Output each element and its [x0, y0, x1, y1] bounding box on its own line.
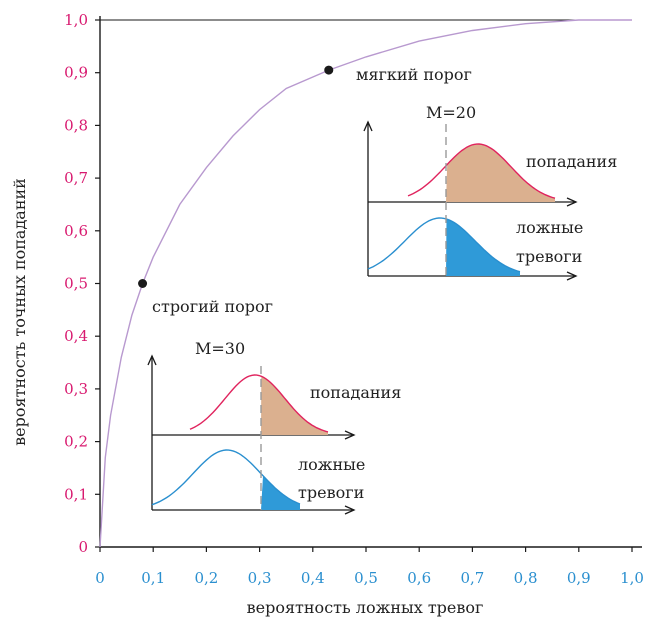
y-tick-label: 0,9 — [64, 64, 88, 82]
x-tick-label: 0,4 — [301, 569, 325, 587]
y-tick-label: 0,3 — [64, 380, 88, 398]
axes: 0 0,1 0,2 0,3 0,4 0,5 0,6 0,7 0,8 0,9 1,0 0 0,1 0,2 0,… — [64, 11, 644, 587]
inset-soft-hits-curve — [407, 143, 556, 199]
strict-point-label: строгий порог — [152, 297, 273, 316]
inset-strict-hits-curve — [189, 374, 329, 433]
x-tick-label: 0 — [95, 569, 105, 587]
inset-strict-arrow-1 — [344, 505, 356, 515]
inset-strict-false-curve — [151, 449, 301, 506]
inset1-false-label-2: тревоги — [298, 483, 364, 502]
insets-layer — [147, 120, 578, 515]
inset-soft-hits-fill — [446, 144, 555, 202]
inset-strict — [147, 354, 356, 515]
y-axis-title: вероятность точных попаданий — [10, 178, 29, 446]
inset2-threshold-label: M=20 — [426, 103, 476, 122]
inset-soft-arrow-0 — [566, 197, 578, 207]
y-tick-label: 0,4 — [64, 327, 88, 345]
y-tick-label: 0,6 — [64, 222, 88, 240]
threshold-point — [324, 65, 334, 75]
x-tick-label: 0,7 — [460, 569, 484, 587]
y-tick-label: 1,0 — [64, 11, 88, 29]
x-axis-title: вероятность ложных тревог — [247, 598, 484, 617]
threshold-point — [138, 279, 148, 288]
y-tick-label: 0,5 — [64, 275, 88, 293]
inset-strict-vertical-arrow — [147, 354, 157, 366]
x-tick-label: 0,2 — [194, 569, 218, 587]
inset-soft-vertical-arrow — [363, 120, 373, 132]
inset-soft — [363, 120, 578, 281]
inset-soft-false-curve — [367, 217, 521, 273]
x-tick-label: 1,0 — [620, 569, 644, 587]
inset2-false-label-1: ложные — [516, 218, 583, 237]
inset-soft-false-fill — [446, 219, 520, 276]
inset1-threshold-label: M=30 — [195, 339, 245, 358]
x-tick-label: 0,9 — [567, 569, 591, 587]
inset-soft-arrow-1 — [566, 271, 578, 281]
y-tick-label: 0 — [78, 538, 88, 556]
y-tick-label: 0,7 — [64, 169, 88, 187]
soft-point-label: мягкий порог — [356, 65, 472, 84]
y-tick-label: 0,8 — [64, 116, 88, 134]
x-tick-label: 0,5 — [354, 569, 378, 587]
inset-strict-arrow-0 — [344, 430, 356, 440]
roc-curve — [99, 19, 632, 548]
y-tick-label: 0,2 — [64, 433, 88, 451]
points-layer — [138, 65, 334, 288]
y-tick-label: 0,1 — [64, 485, 88, 503]
inset1-hits-label: попадания — [310, 383, 401, 402]
x-tick-label: 0,8 — [514, 569, 538, 587]
roc-curve-layer — [99, 19, 632, 548]
x-tick-label: 0,6 — [407, 569, 431, 587]
inset1-false-label-1: ложные — [298, 455, 365, 474]
inset2-false-label-2: тревоги — [516, 247, 582, 266]
x-tick-label: 0,1 — [141, 569, 165, 587]
x-tick-label: 0,3 — [248, 569, 272, 587]
inset2-hits-label: попадания — [526, 152, 617, 171]
